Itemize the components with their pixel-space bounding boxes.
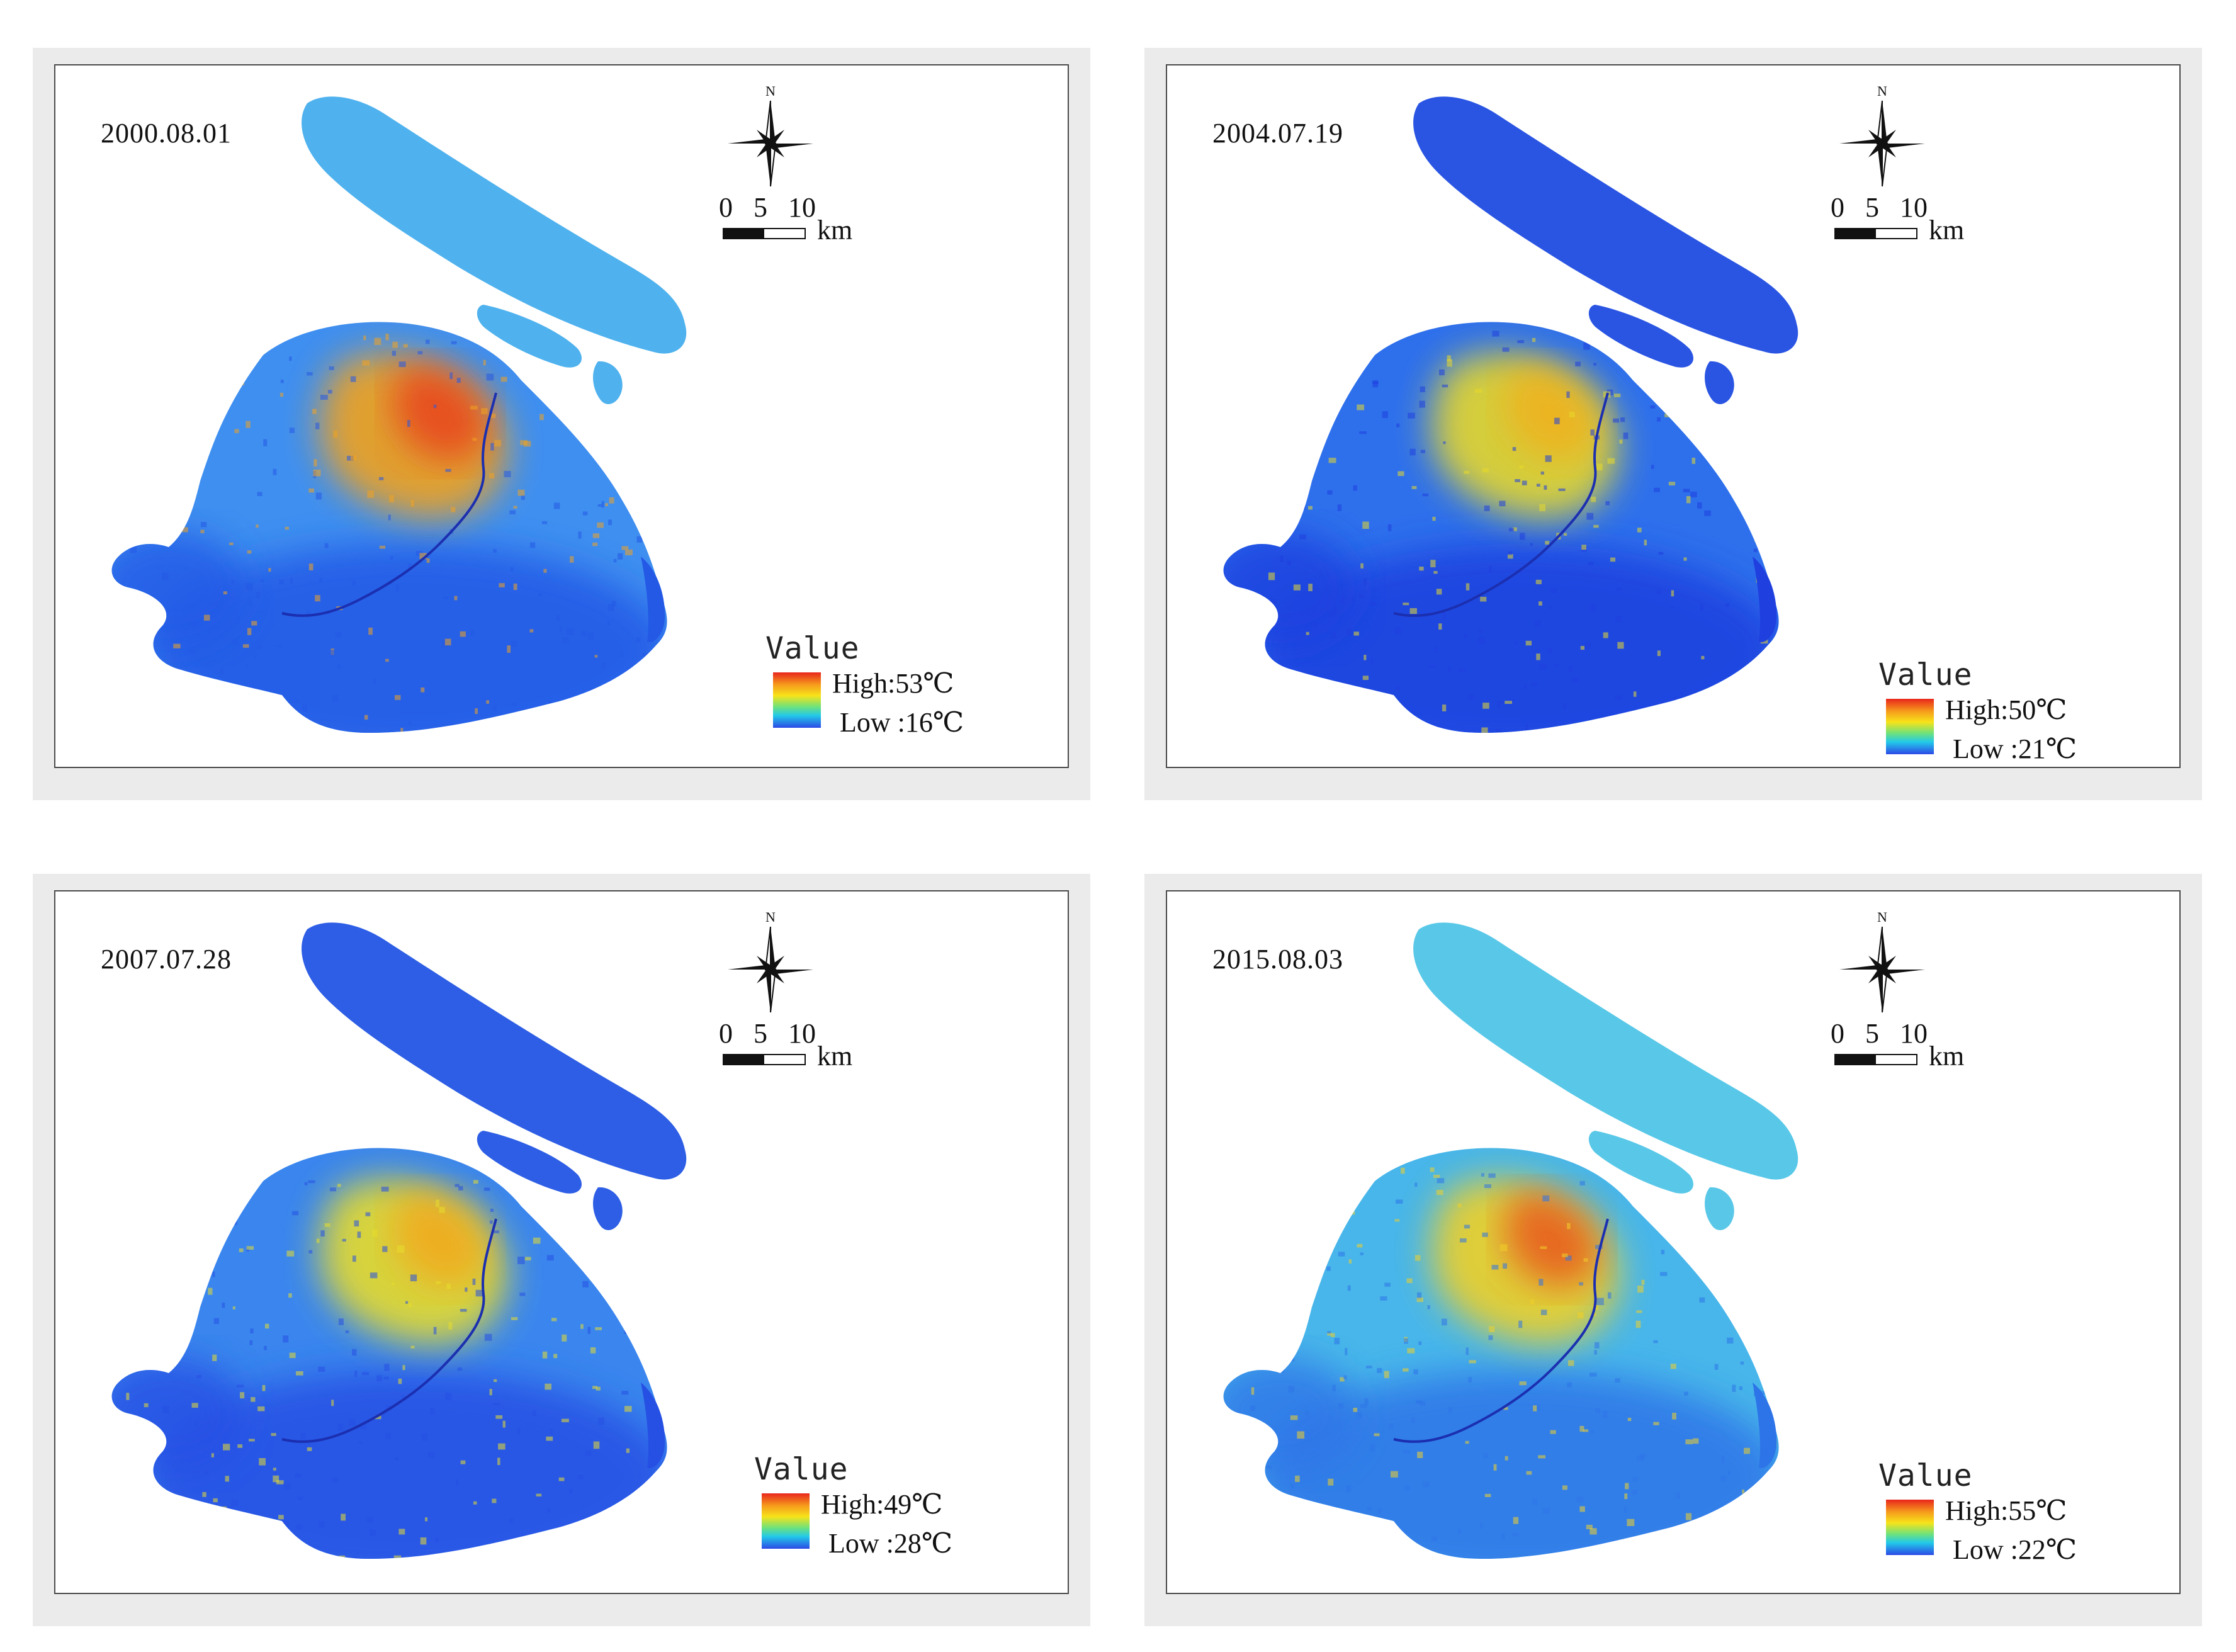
north-label: N <box>765 909 776 925</box>
scale-tick: 10 <box>788 1018 816 1049</box>
huangpu-river <box>281 392 497 617</box>
map-date-label: 2007.07.28 <box>101 944 232 975</box>
scale-tick: 0 <box>719 192 733 223</box>
north-label: N <box>1877 83 1887 99</box>
map-date-label: 2000.08.01 <box>101 118 232 149</box>
legend-high-label: High:55℃ <box>1945 1495 2067 1526</box>
legend-color-ramp <box>762 1493 810 1549</box>
north-label: N <box>1877 909 1887 925</box>
chongming-island <box>302 96 687 354</box>
scale-tick-labels: 0 5 10 <box>719 191 830 223</box>
scale-tick: 0 <box>1831 1018 1844 1049</box>
scale-tick-labels: 0 5 10 <box>1831 1017 1941 1049</box>
scale-bar <box>1834 1054 1917 1065</box>
map-frame: 2000.08.01 N 0 5 10 km Value High:53℃ Lo… <box>54 64 1069 768</box>
huangpu-river <box>1393 392 1609 617</box>
scale-bar <box>723 1054 806 1065</box>
scale-unit: km <box>817 1041 853 1072</box>
map-panel-2000: 2000.08.01 N 0 5 10 km Value High:53℃ Lo… <box>33 48 1090 800</box>
lst-map <box>1223 922 1798 1559</box>
scale-tick-labels: 0 5 10 <box>719 1017 830 1049</box>
north-arrow-icon: N <box>728 83 813 187</box>
legend-low-label: Low :28℃ <box>828 1528 953 1559</box>
scale-tick: 5 <box>1865 192 1879 223</box>
scale-tick: 5 <box>1865 1018 1879 1049</box>
map-frame: 2004.07.19 N 0 5 10 km Value High:50℃ Lo… <box>1166 64 2181 768</box>
legend-low-label: Low :22℃ <box>1953 1534 2077 1565</box>
legend-title: Value <box>754 1452 849 1487</box>
legend-high-label: High:50℃ <box>1945 694 2067 725</box>
scale-bar <box>723 228 806 239</box>
scale-unit: km <box>1929 1041 1965 1072</box>
scale-bar <box>1834 228 1917 239</box>
changxing-island <box>477 305 582 368</box>
north-arrow-icon: N <box>728 909 813 1013</box>
north-arrow-icon: N <box>1839 909 1925 1013</box>
huangpu-river <box>1393 1218 1609 1443</box>
chongming-island <box>1413 922 1798 1180</box>
lst-map <box>1223 96 1798 733</box>
changxing-island <box>477 1131 582 1194</box>
map-date-label: 2015.08.03 <box>1212 944 1343 975</box>
changxing-island <box>1588 305 1693 368</box>
legend-low-label: Low :16℃ <box>840 707 964 738</box>
scale-tick-labels: 0 5 10 <box>1831 191 1941 223</box>
legend-color-ramp <box>1886 1500 1934 1555</box>
chongming-island <box>1413 96 1798 354</box>
legend: Value High:49℃ Low :28℃ <box>754 1452 981 1578</box>
legend: Value High:50℃ Low :21℃ <box>1878 657 2105 783</box>
scale-tick: 0 <box>1831 192 1844 223</box>
legend-low-label: Low :21℃ <box>1953 733 2077 764</box>
north-arrow-icon: N <box>1839 83 1925 187</box>
legend-high-label: High:49℃ <box>821 1489 943 1520</box>
legend-title: Value <box>1878 657 1973 693</box>
scale-tick: 0 <box>719 1018 733 1049</box>
scale-tick: 5 <box>754 1018 767 1049</box>
map-panel-2015: 2015.08.03 N 0 5 10 km Value High:55℃ Lo… <box>1144 874 2202 1626</box>
hengsha-island <box>1705 361 1734 404</box>
scale-tick: 10 <box>1900 192 1928 223</box>
map-panel-2007: 2007.07.28 N 0 5 10 km Value High:49℃ Lo… <box>33 874 1090 1626</box>
hengsha-island <box>1705 1187 1734 1230</box>
map-date-label: 2004.07.19 <box>1212 118 1343 149</box>
lst-map <box>111 922 687 1559</box>
north-label: N <box>765 83 776 99</box>
hengsha-island <box>593 361 623 404</box>
scale-unit: km <box>1929 215 1965 246</box>
legend-title: Value <box>1878 1458 1973 1493</box>
chongming-island <box>302 922 687 1180</box>
map-frame: 2015.08.03 N 0 5 10 km Value High:55℃ Lo… <box>1166 890 2181 1594</box>
lst-map <box>111 96 687 733</box>
huangpu-river <box>281 1218 497 1443</box>
scale-unit: km <box>817 215 853 246</box>
scale-tick: 10 <box>1900 1018 1928 1049</box>
scale-tick: 10 <box>788 192 816 223</box>
legend-color-ramp <box>773 672 821 728</box>
legend: Value High:55℃ Low :22℃ <box>1878 1458 2105 1584</box>
legend-high-label: High:53℃ <box>832 668 954 699</box>
scale-tick: 5 <box>754 192 767 223</box>
hengsha-island <box>593 1187 623 1230</box>
changxing-island <box>1588 1131 1693 1194</box>
map-frame: 2007.07.28 N 0 5 10 km Value High:49℃ Lo… <box>54 890 1069 1594</box>
map-panel-2004: 2004.07.19 N 0 5 10 km Value High:50℃ Lo… <box>1144 48 2202 800</box>
legend-title: Value <box>765 631 860 666</box>
legend: Value High:53℃ Low :16℃ <box>765 631 992 757</box>
legend-color-ramp <box>1886 699 1934 754</box>
